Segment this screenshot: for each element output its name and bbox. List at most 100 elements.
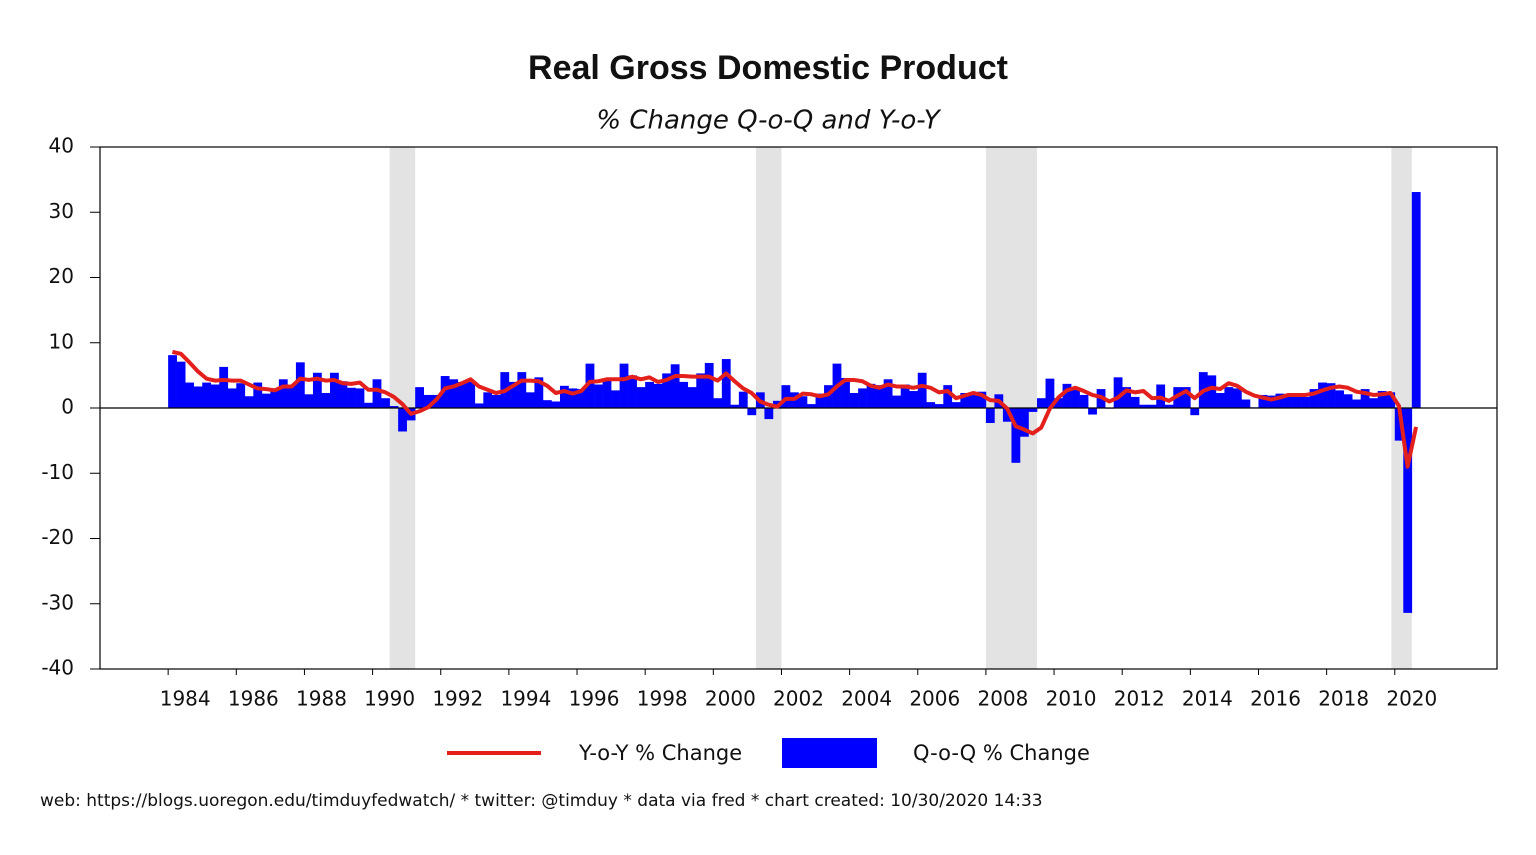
bar (781, 385, 791, 408)
bar (1011, 408, 1021, 463)
bar (730, 404, 740, 408)
y-tick-label: 20 (49, 264, 74, 288)
bar (1113, 377, 1123, 408)
bar (917, 372, 927, 408)
bar (287, 385, 297, 408)
bar (1369, 398, 1379, 408)
bar (457, 381, 467, 408)
footer: web: https://blogs.uoregon.edu/timduyfed… (40, 791, 1043, 811)
line (171, 349, 1419, 469)
bar (1079, 394, 1089, 408)
bar (900, 384, 910, 408)
x-tick-label: 1986 (228, 687, 279, 711)
bar (1394, 408, 1404, 441)
bar (636, 387, 646, 408)
bar (704, 362, 714, 408)
bar (1267, 395, 1276, 408)
bar (1215, 392, 1225, 408)
bar (1403, 408, 1413, 613)
x-tick-label: 1990 (364, 687, 415, 711)
bar (491, 394, 501, 408)
bar (210, 384, 220, 408)
bar (551, 401, 561, 408)
bar (1309, 389, 1319, 408)
bar (338, 381, 348, 408)
bar (747, 408, 757, 416)
bar (687, 387, 697, 408)
bar (815, 393, 825, 408)
y-tick-label: -20 (41, 525, 74, 549)
bar (295, 362, 305, 408)
bar (721, 359, 731, 408)
chart-title: Real Gross Domestic Product (528, 49, 1008, 87)
x-tick-label: 2018 (1318, 687, 1369, 711)
bar (347, 387, 356, 408)
bar (1037, 398, 1046, 408)
x-tick-label: 2020 (1386, 687, 1437, 711)
x-tick-label: 2008 (977, 687, 1028, 711)
bar (321, 392, 331, 408)
bar (577, 389, 586, 408)
bar (841, 377, 850, 408)
bar (968, 393, 978, 408)
bar (381, 398, 390, 408)
bar (1045, 378, 1055, 408)
bar (1343, 394, 1353, 408)
bar (1284, 394, 1293, 408)
y-tick-label: -40 (41, 656, 74, 680)
bar (1207, 375, 1217, 408)
y-tick-label: -10 (41, 460, 74, 484)
bar (662, 373, 672, 408)
bar (466, 380, 476, 408)
bar (1122, 387, 1132, 408)
bar (372, 379, 382, 408)
x-tick-label: 1996 (569, 687, 620, 711)
bar (619, 363, 629, 408)
bar (449, 379, 459, 408)
bar (602, 379, 612, 408)
legend-label: Q-o-Q % Change (913, 741, 1090, 765)
bar (236, 383, 246, 408)
bar (193, 386, 203, 408)
bar (1147, 404, 1157, 408)
y-tick-label: 40 (49, 134, 74, 158)
bar (1062, 383, 1072, 408)
legend-swatch (782, 738, 877, 768)
bar (1071, 388, 1080, 408)
bar (312, 372, 322, 408)
bar (934, 404, 944, 408)
bar (611, 390, 620, 408)
bar (517, 372, 527, 408)
bar (1326, 383, 1336, 408)
x-tick-label: 1994 (500, 687, 551, 711)
bar (670, 364, 680, 408)
bar (875, 385, 884, 408)
bar (423, 394, 433, 408)
bar (1232, 388, 1242, 408)
bar (585, 363, 595, 408)
bar (185, 382, 195, 408)
bar (261, 393, 271, 408)
legend-label: Y-o-Y % Change (578, 741, 742, 765)
x-tick-label: 2002 (773, 687, 824, 711)
bar (278, 379, 288, 408)
x-tick-label: 2014 (1182, 687, 1233, 711)
bar (1301, 396, 1310, 408)
bar (807, 404, 816, 408)
x-tick-label: 2010 (1046, 687, 1097, 711)
x-tick-label: 1992 (432, 687, 483, 711)
bar (270, 388, 280, 408)
bar (508, 381, 518, 408)
bar (1275, 393, 1285, 408)
x-tick-label: 1984 (160, 687, 211, 711)
y-tick-label: 10 (49, 329, 74, 353)
bar (1377, 391, 1387, 408)
bar (1224, 387, 1234, 408)
bar (985, 408, 995, 424)
bar (253, 382, 263, 408)
bar (943, 385, 953, 408)
bar (329, 372, 339, 408)
bar (977, 391, 987, 408)
bar (594, 384, 603, 408)
